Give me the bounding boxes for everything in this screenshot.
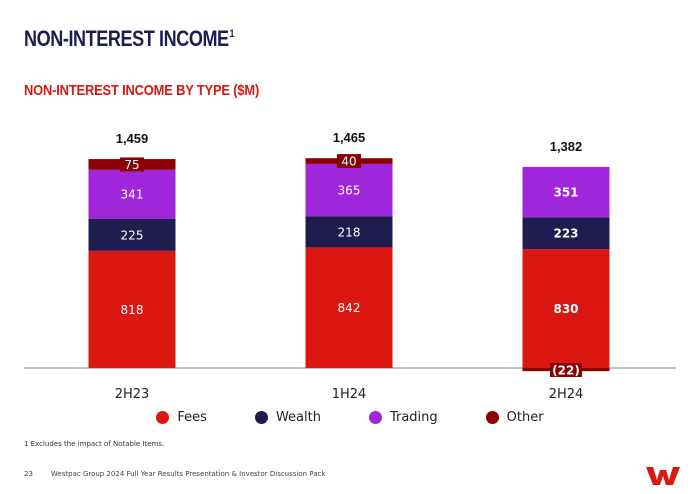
bar-wealth-2h24 — [522, 217, 610, 250]
legend-label-wealth: Wealth — [275, 410, 321, 425]
legend-swatch-other — [485, 411, 499, 424]
bar-fees-2h23 — [88, 250, 176, 368]
total-label-2h23: 1,459 — [116, 131, 149, 146]
legend-item-wealth: Wealth — [254, 410, 321, 425]
bar-wealth-2h23 — [88, 218, 176, 251]
label-box-other-2h23 — [120, 157, 144, 172]
data-label-fees-2h24: 830 — [553, 302, 578, 316]
stacked-bar-chart: 818 225 341 75 1,459 2H23 842 218 365 40 1,465 1H24… — [24, 130, 676, 400]
data-label-trading-2h24: 351 — [553, 186, 578, 200]
x-tick-label-1h24: 1H24 — [332, 387, 367, 400]
legend-label-other: Other — [506, 410, 544, 425]
footer-text: Westpac Group 2024 Full Year Results Pre… — [50, 470, 326, 478]
data-label-other-2h24: (22) — [552, 364, 580, 378]
bar-trading-2h23 — [88, 169, 176, 219]
data-label-wealth-1h24: 218 — [338, 225, 361, 239]
data-label-wealth-2h24: 223 — [553, 227, 578, 241]
legend-item-other: Other — [485, 410, 544, 425]
title-footnote-marker: 1 — [229, 28, 235, 40]
label-box-other-2h24 — [550, 363, 582, 377]
x-tick-label-2h24: 2H24 — [549, 387, 584, 400]
data-label-trading-1h24: 365 — [338, 184, 361, 198]
data-label-fees-2h23: 818 — [121, 303, 144, 317]
legend-label-fees: Fees — [177, 410, 207, 425]
page-title: NON-INTEREST INCOME1 — [24, 26, 235, 52]
data-label-trading-2h23: 341 — [121, 188, 144, 202]
total-label-2h24: 1,382 — [550, 139, 583, 154]
footnote: 1 Excludes the impact of Notable Items. — [24, 440, 165, 448]
legend-label-trading: Trading — [389, 410, 438, 425]
chart-legend: Fees Wealth Trading Other — [0, 410, 700, 425]
bar-trading-2h24 — [522, 166, 610, 218]
page-number: 23 — [24, 470, 33, 478]
x-tick-label-2h23: 2H23 — [115, 387, 150, 400]
legend-swatch-fees — [156, 411, 170, 424]
chart-title: NON-INTEREST INCOME BY TYPE ($M) — [24, 82, 260, 99]
data-label-other-2h23: 75 — [124, 158, 139, 172]
bar-trading-1h24 — [305, 163, 393, 217]
page-footer: 23 Westpac Group 2024 Full Year Results … — [24, 470, 325, 478]
data-label-fees-1h24: 842 — [338, 301, 361, 315]
total-label-1h24: 1,465 — [333, 130, 366, 145]
bar-wealth-1h24 — [305, 216, 393, 248]
legend-item-trading: Trading — [368, 410, 438, 425]
bar-fees-2h24 — [522, 249, 610, 368]
legend-item-fees: Fees — [156, 410, 207, 425]
legend-swatch-trading — [368, 411, 382, 424]
legend-swatch-wealth — [254, 411, 268, 424]
bar-fees-1h24 — [305, 247, 393, 368]
westpac-w-logo-icon — [646, 467, 680, 485]
data-label-other-1h24: 40 — [341, 155, 356, 169]
label-box-other-1h24 — [337, 154, 361, 169]
page-title-text: NON-INTEREST INCOME — [24, 26, 229, 51]
data-label-wealth-2h23: 225 — [121, 228, 144, 242]
